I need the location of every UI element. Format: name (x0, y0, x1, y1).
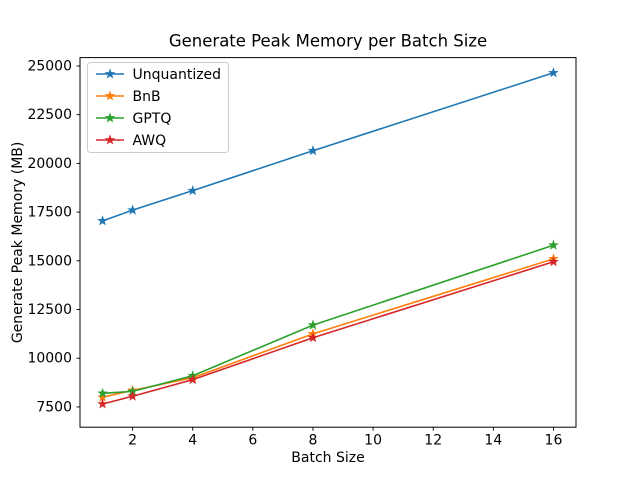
y-tick-label: 12500 (27, 302, 72, 318)
x-tick-label: 2 (128, 433, 137, 449)
data-point-marker (97, 215, 108, 226)
y-tick-label: 10000 (27, 351, 72, 367)
y-axis-label: Generate Peak Memory (MB) (10, 142, 26, 344)
legend-marker-star (104, 68, 116, 79)
data-point-marker (127, 390, 138, 401)
series-awq (97, 256, 559, 409)
x-tick-label: 16 (545, 433, 563, 449)
y-tick-label: 17500 (27, 205, 72, 221)
legend-box (87, 62, 229, 153)
data-point-marker (97, 387, 108, 398)
y-tick-label: 7500 (36, 399, 72, 415)
data-point-marker (307, 332, 319, 343)
data-point-marker (548, 256, 559, 267)
y-tick-label: 22500 (27, 107, 72, 123)
y-tick-label: 20000 (27, 156, 72, 172)
legend-marker-star (104, 134, 116, 145)
legend-entry-unquantized: Unquantized (96, 67, 221, 83)
legend-entry-gptq: GPTQ (96, 111, 171, 127)
data-point-marker (187, 185, 199, 196)
data-point-marker (307, 145, 319, 156)
legend-marker-star (104, 112, 116, 123)
legend-label: BnB (133, 89, 161, 105)
y-tick-label: 25000 (27, 58, 72, 74)
legend-marker-star (104, 90, 116, 101)
x-tick-label: 10 (364, 433, 382, 449)
x-axis-label: Batch Size (291, 450, 364, 466)
data-point-marker (187, 374, 199, 385)
series-unquantized (97, 67, 559, 226)
x-tick-label: 12 (424, 433, 442, 449)
x-tick-label: 4 (188, 433, 197, 449)
x-tick-label: 6 (248, 433, 257, 449)
data-point-marker (548, 239, 559, 250)
x-tick-label: 8 (309, 433, 318, 449)
y-tick-label: 15000 (27, 253, 72, 269)
x-tick-label: 14 (484, 433, 502, 449)
legend-label: AWQ (133, 133, 167, 149)
data-point-marker (127, 204, 138, 215)
data-point-marker (97, 398, 108, 409)
data-point-marker (97, 391, 108, 402)
data-point-marker (548, 67, 559, 78)
chart-title: Generate Peak Memory per Batch Size (169, 32, 487, 51)
legend-label: GPTQ (133, 111, 172, 127)
legend: Unquantized BnB GPTQ AWQ (87, 62, 229, 153)
legend-label: Unquantized (133, 67, 222, 83)
legend-entry-awq: AWQ (96, 133, 166, 149)
legend-entry-bnb: BnB (96, 89, 161, 105)
data-point-marker (307, 319, 319, 330)
plot-area (79, 57, 577, 428)
